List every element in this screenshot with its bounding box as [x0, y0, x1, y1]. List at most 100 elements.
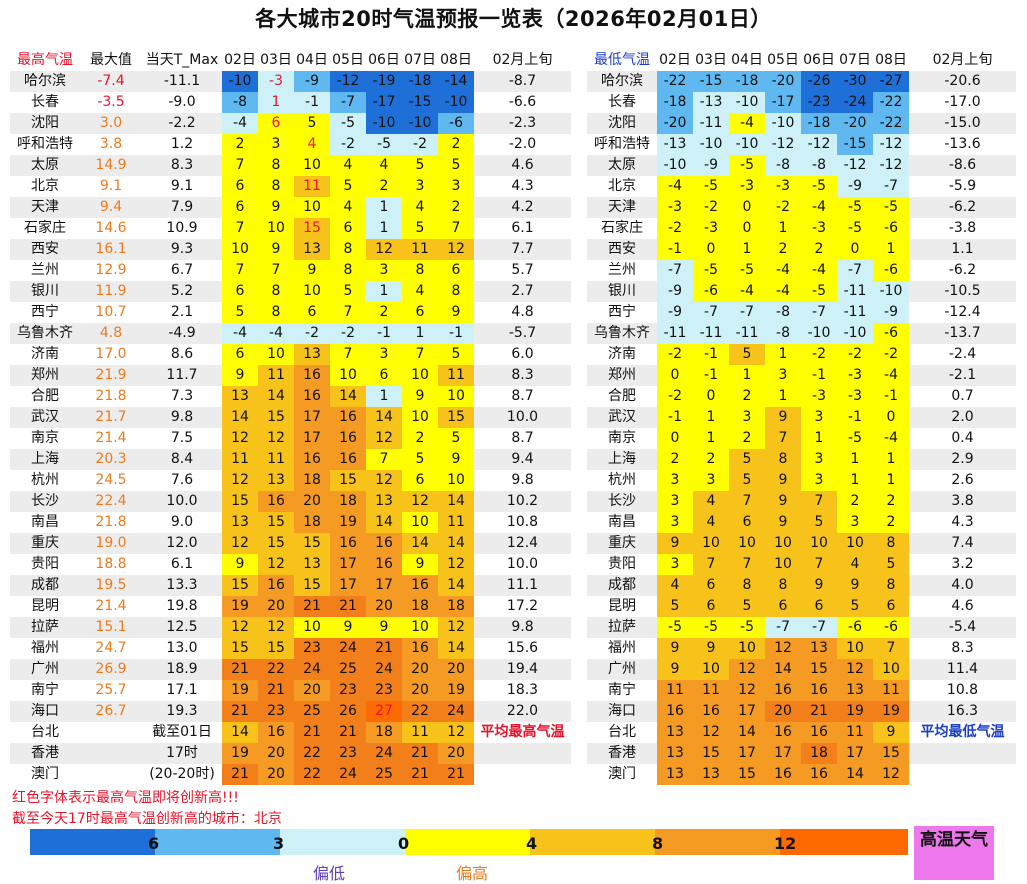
forecast-max-cell: 11: [438, 365, 474, 386]
forecast-min-cell: -12: [801, 134, 837, 155]
forecast-max-cell: 8: [258, 302, 294, 323]
forecast-max-cell: 6: [294, 302, 330, 323]
forecast-min-cell: -1: [693, 344, 729, 365]
city-name: 济南: [31, 346, 59, 362]
min-header-cell: 07日: [839, 52, 871, 68]
city-name: 长春: [608, 94, 636, 110]
max-value: 26.7: [80, 701, 142, 722]
min-avg: 0.4: [951, 430, 974, 446]
forecast-max-cell: 12: [438, 239, 474, 260]
min-table-row: 上海 2 2 5 8 3 1 1 2.9: [587, 449, 1016, 470]
max-avg: 15.6: [506, 640, 539, 656]
forecast-max-cell: 1: [366, 218, 402, 239]
forecast-max-cell: 16: [330, 407, 366, 428]
min-avg: 4.3: [951, 514, 974, 530]
min-table-row: 乌鲁木齐 -11 -11 -11 -8 -10 -10 -6 -13.7: [587, 323, 1016, 344]
max-table-row: 南京 21.4 7.5 12 12 17 16 12 2 5 8.7: [10, 428, 571, 449]
forecast-max-cell: -2: [402, 134, 438, 155]
forecast-max-cell: 3: [366, 344, 402, 365]
forecast-min-cell: 8: [729, 575, 765, 596]
min-avg: -2.1: [909, 365, 1016, 386]
forecast-min-cell: -22: [657, 71, 693, 92]
forecast-min-cell: -2: [693, 197, 729, 218]
forecast-max-cell: 12: [438, 722, 474, 743]
forecast-min-cell: 13: [657, 764, 693, 785]
min-header-cell: 最低气温: [594, 52, 650, 68]
forecast-max-cell: 7: [402, 344, 438, 365]
forecast-max-cell: 26: [330, 701, 366, 722]
max-table-row: 银川 11.9 5.2 6 8 10 5 1 4 8 2.7: [10, 281, 571, 302]
forecast-min-cell: -13: [657, 134, 693, 155]
city-name: 北京: [608, 178, 636, 194]
forecast-min-cell: 9: [657, 533, 693, 554]
forecast-min-cell: 16: [765, 680, 801, 701]
forecast-max-cell: 23: [330, 680, 366, 701]
min-table-row: 郑州 0 -1 1 3 -1 -3 -4 -2.1: [587, 365, 1016, 386]
max-value: 24.7: [95, 640, 127, 656]
max-header-cell: 06日: [368, 52, 400, 68]
min-table-row: 香港 13 15 17 17 18 17 15: [587, 743, 1016, 764]
city-name: 南昌: [31, 514, 59, 530]
forecast-min-cell: -6: [837, 617, 873, 638]
forecast-min-cell: -1: [657, 239, 693, 260]
forecast-max-cell: 6: [366, 365, 402, 386]
max-value: 24.5: [95, 472, 127, 488]
max-table-row: 拉萨 15.1 12.5 12 12 10 9 9 10 12 9.8: [10, 617, 571, 638]
forecast-min-cell: 0: [837, 239, 873, 260]
city-name: 天津: [587, 197, 657, 218]
forecast-min-cell: 12: [837, 659, 873, 680]
forecast-max-cell: 12: [438, 554, 474, 575]
min-avg: 2.9: [909, 449, 1016, 470]
max-avg: 9.8: [474, 617, 571, 638]
forecast-min-cell: -4: [873, 365, 909, 386]
max-avg: 4.8: [511, 304, 534, 320]
forecast-min-cell: -8: [801, 155, 837, 176]
forecast-max-cell: 10: [438, 470, 474, 491]
min-table-row: 南京 0 1 2 7 1 -5 -4 0.4: [587, 428, 1016, 449]
min-avg: 4.6: [951, 598, 974, 614]
forecast-max-cell: 6: [222, 176, 258, 197]
forecast-max-cell: 17: [330, 554, 366, 575]
forecast-min-cell: -2: [657, 344, 693, 365]
forecast-max-cell: 5: [222, 302, 258, 323]
today-tmax: 7.9: [142, 197, 222, 218]
forecast-max-cell: 16: [330, 428, 366, 449]
city-name: 武汉: [587, 407, 657, 428]
forecast-min-cell: 1: [765, 218, 801, 239]
forecast-max-cell: 8: [402, 260, 438, 281]
forecast-min-cell: 5: [729, 344, 765, 365]
min-table-row: 昆明 5 6 5 6 6 5 6 4.6: [587, 596, 1016, 617]
city-name: 乌鲁木齐: [10, 323, 80, 344]
max-value: 21.4: [95, 598, 127, 614]
forecast-max-cell: 20: [294, 491, 330, 512]
max-table-row: 太原 14.9 8.3 7 8 10 4 4 5 5 4.6: [10, 155, 571, 176]
today-tmax: 18.9: [142, 659, 222, 680]
forecast-max-cell: 18: [438, 596, 474, 617]
forecast-min-cell: 12: [765, 638, 801, 659]
forecast-min-cell: -11: [837, 302, 873, 323]
forecast-min-cell: -9: [837, 176, 873, 197]
forecast-min-cell: -20: [765, 71, 801, 92]
legend-label-2: 3: [273, 834, 285, 853]
max-header-cell: 最高气温: [17, 52, 73, 68]
forecast-min-cell: 15: [693, 743, 729, 764]
min-table-row: 海口 16 16 17 20 21 19 19 16.3: [587, 701, 1016, 722]
forecast-min-cell: -5: [837, 197, 873, 218]
forecast-min-cell: -6: [873, 260, 909, 281]
city-name: 银川: [10, 281, 80, 302]
legend-low-label: 偏低: [313, 864, 346, 883]
forecast-max-cell: 16: [258, 491, 294, 512]
forecast-max-cell: 4: [330, 155, 366, 176]
forecast-min-cell: 5: [837, 596, 873, 617]
max-avg: -2.0: [508, 136, 537, 152]
forecast-max-cell: 18: [330, 491, 366, 512]
forecast-min-cell: 1: [873, 449, 909, 470]
forecast-max-cell: 16: [258, 722, 294, 743]
forecast-max-cell: 21: [294, 722, 330, 743]
forecast-min-cell: 12: [693, 722, 729, 743]
forecast-max-cell: 12: [438, 617, 474, 638]
city-name: 上海: [10, 449, 80, 470]
forecast-max-cell: 6: [222, 197, 258, 218]
forecast-min-cell: -3: [657, 197, 693, 218]
city-name: 西宁: [608, 304, 636, 320]
